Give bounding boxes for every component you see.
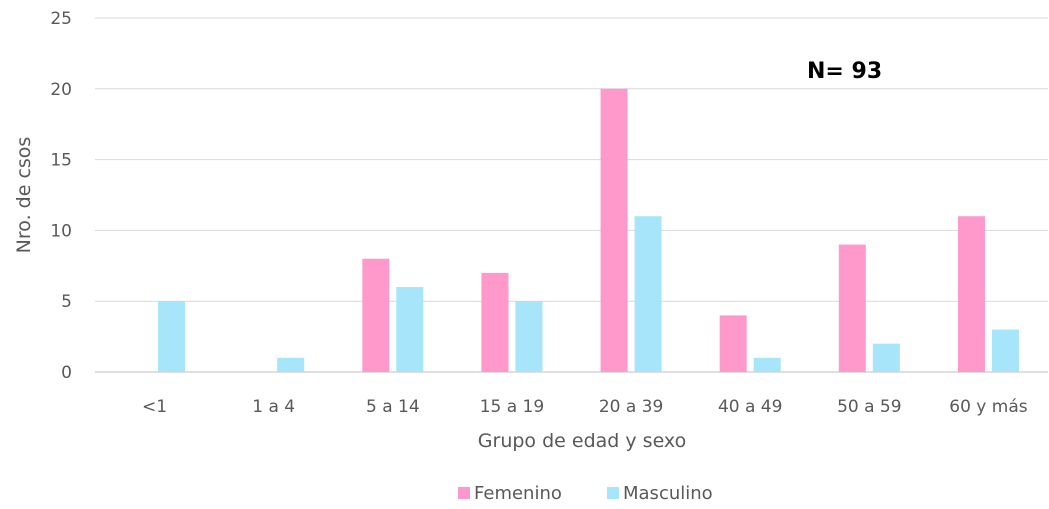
- bars: [158, 88, 1019, 373]
- bar-masculino: [753, 357, 781, 372]
- bar-masculino: [634, 216, 662, 372]
- x-tick-label: <1: [142, 397, 167, 417]
- y-tick-label: 15: [50, 151, 72, 171]
- legend-label: Masculino: [623, 483, 713, 504]
- bar-femenino: [600, 88, 628, 373]
- x-tick-label: 20 a 39: [599, 397, 664, 417]
- bar-masculino: [158, 301, 186, 372]
- bar-masculino: [277, 357, 305, 372]
- y-tick-label: 5: [61, 292, 72, 312]
- x-tick-label: 1 a 4: [252, 397, 295, 417]
- legend-swatch-femenino: [458, 487, 470, 499]
- y-tick-label: 20: [50, 80, 72, 100]
- y-tick-label: 0: [61, 363, 72, 383]
- bar-masculino: [872, 343, 900, 372]
- bar-masculino: [991, 329, 1019, 372]
- x-tick-label: 50 a 59: [837, 397, 902, 417]
- y-tick-label: 25: [50, 9, 72, 29]
- x-tick-label: 5 a 14: [366, 397, 420, 417]
- bar-femenino: [362, 258, 390, 372]
- bar-masculino: [396, 287, 424, 372]
- x-axis-ticks: <1 1 a 4 5 a 14 15 a 19 20 a 39 40 a 49 50 a 5…: [142, 397, 1028, 417]
- y-tick-label: 10: [50, 221, 72, 241]
- x-tick-label: 15 a 19: [480, 397, 545, 417]
- bar-femenino: [838, 244, 866, 372]
- legend-label: Femenino: [474, 483, 562, 504]
- n-annotation: N= 93: [807, 59, 882, 84]
- x-tick-label: 40 a 49: [718, 397, 783, 417]
- bar-femenino: [957, 216, 985, 372]
- gridlines: [95, 17, 1048, 373]
- y-axis-title: Nro. de csos: [13, 137, 35, 254]
- x-tick-label: 60 y más: [949, 397, 1027, 417]
- bar-masculino: [515, 301, 543, 372]
- legend-swatch-masculino: [607, 487, 619, 499]
- legend: Femenino Masculino: [458, 483, 713, 504]
- bar-femenino: [481, 272, 509, 372]
- y-axis-ticks: 0 5 10 15 20 25: [50, 9, 72, 383]
- bar-femenino: [719, 315, 747, 372]
- x-axis-title: Grupo de edad y sexo: [478, 430, 686, 452]
